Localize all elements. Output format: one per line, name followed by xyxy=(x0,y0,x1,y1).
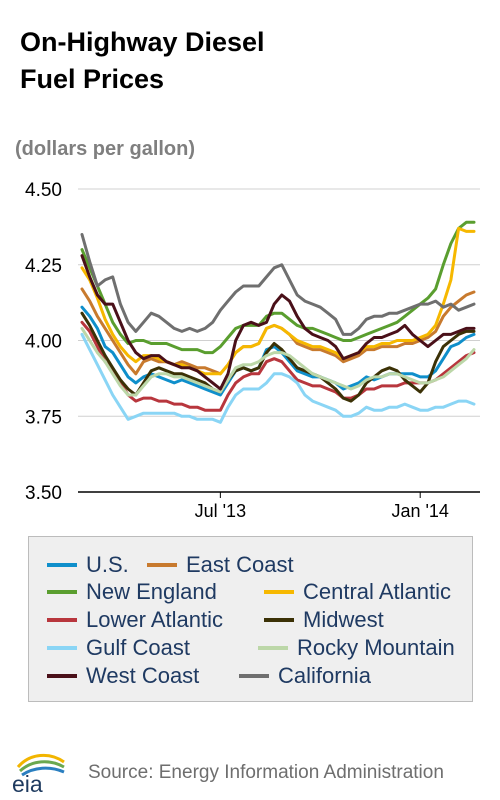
legend-label: East Coast xyxy=(186,552,294,577)
y-tick-label: 3.75 xyxy=(25,407,62,428)
legend-label: Gulf Coast xyxy=(86,635,190,660)
legend-label: U.S. xyxy=(86,552,129,577)
legend-item-gulf-coast: Gulf Coast xyxy=(47,635,190,661)
legend-swatch xyxy=(47,646,77,650)
series-line-california xyxy=(80,233,476,336)
chart-plot: 4.50 4.25 4.00 3.75 3.50 Jul '13 Jan '14 xyxy=(25,180,480,521)
legend-label: Lower Atlantic xyxy=(86,607,223,632)
legend-swatch xyxy=(147,563,177,567)
legend-item-new-england: New England xyxy=(47,579,217,605)
legend-item-east-coast: East Coast xyxy=(147,552,294,578)
legend-swatch xyxy=(264,618,294,622)
legend-item-rocky-mountain: Rocky Mountain xyxy=(258,635,455,661)
legend-label: New England xyxy=(86,579,217,604)
x-tick-label: Jan '14 xyxy=(391,501,448,521)
legend-item-midwest: Midwest xyxy=(264,607,384,633)
series-line-rocky-mountain xyxy=(80,326,476,397)
legend-item-u-s: U.S. xyxy=(47,552,129,578)
series-line-midwest xyxy=(80,311,476,403)
eia-logo-text: eia xyxy=(12,771,43,794)
legend-label: California xyxy=(278,663,371,688)
series-line-new-england xyxy=(80,220,476,355)
legend-item-west-coast: West Coast xyxy=(47,663,199,689)
chart-subtitle: (dollars per gallon) xyxy=(15,138,196,160)
legend-swatch xyxy=(47,590,77,594)
y-tick-label: 3.50 xyxy=(25,483,62,504)
legend-swatch xyxy=(264,590,294,594)
y-tick-label: 4.00 xyxy=(25,332,62,353)
x-tick-label: Jul '13 xyxy=(195,501,246,521)
legend-label: Rocky Mountain xyxy=(297,635,455,660)
legend-item-california: California xyxy=(239,663,371,689)
chart-title-line2: Fuel Prices xyxy=(20,64,165,94)
legend-label: Midwest xyxy=(303,607,384,632)
legend-item-lower-atlantic: Lower Atlantic xyxy=(47,607,223,633)
legend-swatch xyxy=(258,646,288,650)
y-tick-label: 4.25 xyxy=(25,256,62,277)
legend-swatch xyxy=(47,618,77,622)
series-line-gulf-coast xyxy=(80,332,476,424)
chart-title-line1: On-Highway Diesel xyxy=(20,27,265,57)
chart-legend: U.S. East Coast New England Central Atlanti… xyxy=(28,536,473,702)
legend-swatch xyxy=(47,563,77,567)
legend-label: West Coast xyxy=(86,663,200,688)
series-line-west-coast xyxy=(80,254,476,391)
legend-item-central-atlantic: Central Atlantic xyxy=(264,579,451,605)
legend-swatch xyxy=(239,674,269,678)
eia-logo: eia xyxy=(12,753,65,794)
legend-label: Central Atlantic xyxy=(303,579,451,604)
y-tick-label: 4.50 xyxy=(25,180,62,201)
legend-swatch xyxy=(47,674,77,678)
source-note: Source: Energy Information Administratio… xyxy=(88,762,444,783)
chart-title: On-Highway Diesel Fuel Prices xyxy=(20,24,460,98)
